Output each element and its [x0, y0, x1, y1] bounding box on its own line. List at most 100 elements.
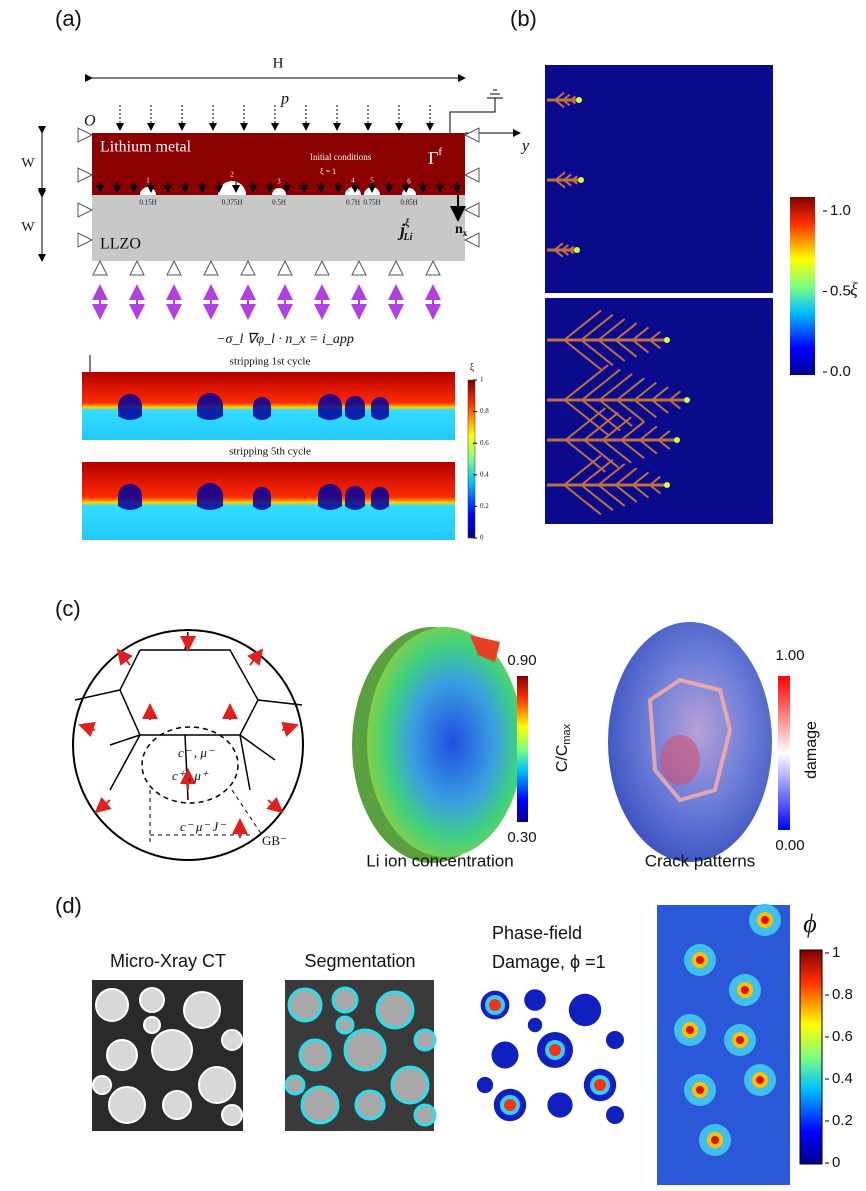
zoom-lines — [149, 789, 263, 845]
defect — [272, 188, 286, 195]
ct-particle — [198, 1066, 236, 1104]
pressure-label: p — [280, 91, 289, 108]
pit — [253, 397, 271, 420]
seg-particle — [413, 1028, 437, 1052]
vol-damage — [696, 956, 704, 964]
origin-label: O — [84, 113, 96, 130]
normal-arrow — [247, 648, 264, 666]
dendrite — [651, 399, 669, 414]
panel-label: (c) — [55, 596, 81, 621]
dim-label: W — [21, 220, 35, 235]
colorbar-ticks: 1 0.8 0.6 0.4 0.2 0 — [473, 376, 489, 542]
normal-arrow — [94, 796, 112, 814]
dendrite — [583, 411, 619, 441]
colorbar-tick: 1.0 — [830, 202, 851, 219]
dendrite — [668, 390, 682, 401]
dendrite-tip — [684, 397, 690, 403]
dendrite — [581, 368, 621, 401]
pf-particle — [527, 1017, 543, 1033]
support — [351, 259, 367, 276]
panel-label: (a) — [55, 6, 82, 31]
dendrite — [568, 249, 575, 255]
support — [463, 202, 480, 218]
seg-particle — [354, 1089, 386, 1121]
boundary-condition: −σ_l ∇φ_l · n_x = i_app — [216, 332, 354, 347]
layers — [92, 133, 465, 261]
dendrite — [554, 92, 565, 101]
colorbar-tick: 1 — [480, 376, 484, 384]
dendrite — [598, 373, 633, 401]
seg-particle — [300, 1085, 340, 1125]
dendrite — [614, 339, 638, 358]
ct-particle — [143, 1016, 161, 1034]
colorbar-tick: 0.00 — [775, 837, 804, 854]
normal-arrow — [266, 796, 284, 814]
llzo-layer — [92, 195, 465, 261]
dendrite — [563, 454, 602, 486]
normal-arrow — [281, 721, 299, 738]
seg-particle — [375, 990, 415, 1030]
dendrite-tip — [576, 97, 582, 103]
dendrite — [583, 439, 619, 469]
dendrite — [632, 471, 650, 486]
colorbar-tick: 0.2 — [480, 502, 489, 510]
vol-damage — [686, 1026, 694, 1034]
seg-particle — [413, 1103, 437, 1127]
seg-particle — [390, 1065, 430, 1105]
dendrite — [564, 407, 607, 441]
defect-number: 4 — [351, 177, 355, 185]
interface-label: Γf — [428, 146, 442, 169]
ct-particle — [95, 988, 129, 1022]
dendrite-tip — [664, 337, 670, 343]
subscript: x — [463, 228, 468, 238]
dendrite — [580, 314, 614, 341]
dendrite — [554, 99, 565, 108]
colorbar-tick: 0.30 — [507, 829, 536, 846]
dendrite — [553, 242, 564, 251]
dendrite — [614, 484, 638, 503]
particles — [92, 986, 624, 1127]
colorbar-tick: 0 — [832, 1154, 840, 1171]
vol-damage — [696, 1086, 704, 1094]
colorbar-tick: 0.0 — [830, 363, 851, 380]
colorbar-label: ξ — [850, 279, 858, 299]
ground-symbol — [449, 89, 503, 133]
normal-arrow — [116, 648, 133, 666]
dim-label: H — [273, 55, 284, 71]
colorbar — [799, 949, 823, 1165]
dendrite-tip — [574, 247, 580, 253]
ct-particle — [108, 1086, 146, 1124]
dendrite — [614, 467, 638, 486]
caption: Crack patterns — [645, 851, 756, 870]
pit — [345, 486, 365, 510]
cycle-title: stripping 5th cycle — [229, 446, 311, 458]
concentration-render — [367, 627, 523, 857]
pit — [371, 397, 389, 420]
pf-particle — [568, 993, 602, 1027]
panel-label: (b) — [510, 6, 537, 31]
dendrite — [657, 430, 671, 441]
colorbar-label: damage — [803, 721, 820, 779]
colorbar-tick: 0.4 — [832, 1070, 853, 1087]
defect-position: 0.75H — [363, 199, 380, 207]
vol-damage — [736, 1036, 744, 1044]
dendrite — [597, 463, 626, 486]
inner-label: c⁺ , μ⁺ — [172, 768, 209, 783]
dendrite — [571, 179, 578, 185]
dendrite — [651, 386, 669, 401]
pit — [318, 484, 342, 510]
flux-label: jξ Li — [397, 218, 413, 243]
pit — [118, 394, 142, 420]
ct-particle — [183, 991, 221, 1029]
colorbar-tick: 0.4 — [480, 470, 489, 478]
image-title: Phase-field — [492, 923, 582, 943]
colorbar — [467, 379, 476, 539]
dendrite — [632, 484, 650, 499]
defect-note: ξ = 0 — [347, 186, 359, 192]
support — [77, 127, 94, 143]
ct-particle — [92, 1075, 112, 1095]
normal-arrows — [78, 635, 299, 814]
image-title: Micro-Xray CT — [110, 951, 226, 971]
dendrite — [649, 330, 661, 341]
dendrite — [657, 439, 671, 450]
